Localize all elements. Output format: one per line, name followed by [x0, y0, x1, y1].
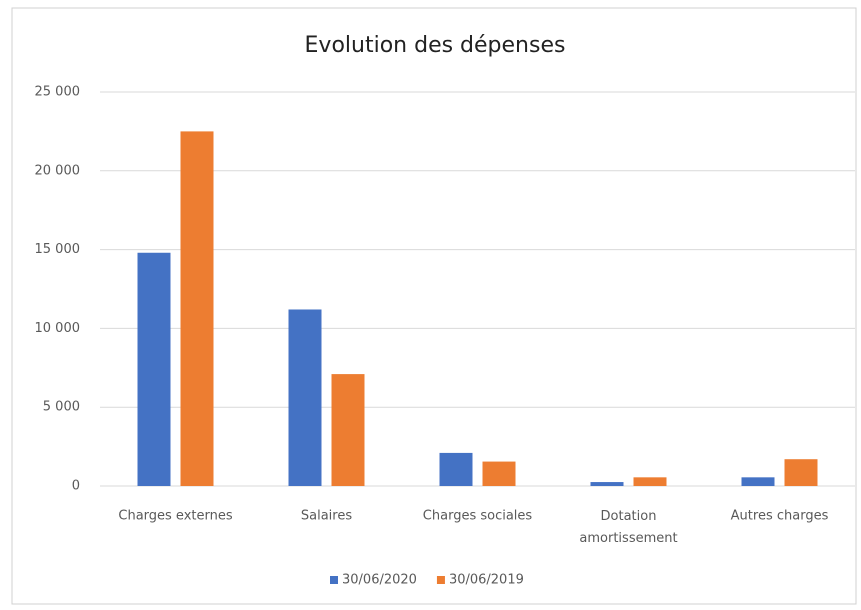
x-tick-label: Salaires	[301, 509, 352, 524]
x-tick-label: Autres charges	[731, 509, 829, 524]
bar	[741, 477, 775, 486]
legend-label: 30/06/2019	[449, 573, 524, 588]
bar	[439, 452, 473, 486]
bar	[331, 374, 365, 486]
bar	[288, 309, 322, 486]
bar	[590, 482, 624, 486]
x-tick-label: Dotation amortissement	[579, 509, 677, 546]
x-tick-label: Charges sociales	[423, 509, 533, 524]
chart-title: Evolution des dépenses	[305, 33, 566, 58]
y-tick-label: 10 000	[35, 321, 81, 336]
legend-swatch	[436, 576, 445, 584]
bar	[784, 459, 818, 486]
y-tick-label: 25 000	[35, 85, 81, 100]
bar	[137, 252, 171, 486]
legend-label: 30/06/2020	[342, 573, 417, 588]
bar	[482, 461, 516, 486]
bar	[633, 477, 667, 486]
y-tick-label: 15 000	[35, 242, 81, 257]
y-tick-label: 5 000	[43, 400, 80, 415]
y-tick-label: 0	[72, 479, 80, 494]
legend-swatch	[330, 576, 338, 584]
y-tick-label: 20 000	[35, 163, 81, 178]
bar	[180, 131, 214, 486]
x-tick-label: Charges externes	[118, 509, 232, 524]
